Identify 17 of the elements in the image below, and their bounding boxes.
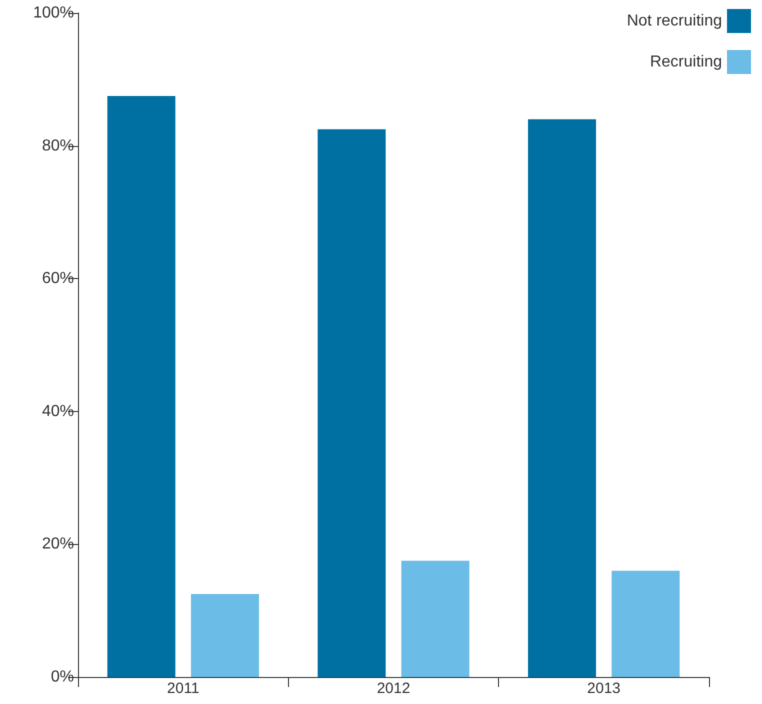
bar [401, 560, 470, 677]
y-tick-label: 80% [42, 137, 74, 154]
bar [528, 119, 596, 677]
legend-label: Not recruiting [626, 12, 722, 30]
bar [612, 570, 680, 677]
bar [107, 96, 176, 677]
x-tick-label: 2011 [167, 680, 200, 697]
y-tick-label: 100% [33, 4, 74, 22]
x-tick-label: 2013 [587, 680, 621, 697]
y-tick-label: 0% [50, 668, 74, 686]
y-tick-label: 60% [42, 270, 74, 288]
bar [190, 594, 259, 677]
x-tick-label: 2012 [376, 680, 410, 697]
legend-label: Recruiting [650, 54, 722, 70]
y-tick-label: 40% [42, 402, 74, 420]
y-tick-label: 20% [42, 536, 74, 553]
bar [318, 129, 386, 677]
